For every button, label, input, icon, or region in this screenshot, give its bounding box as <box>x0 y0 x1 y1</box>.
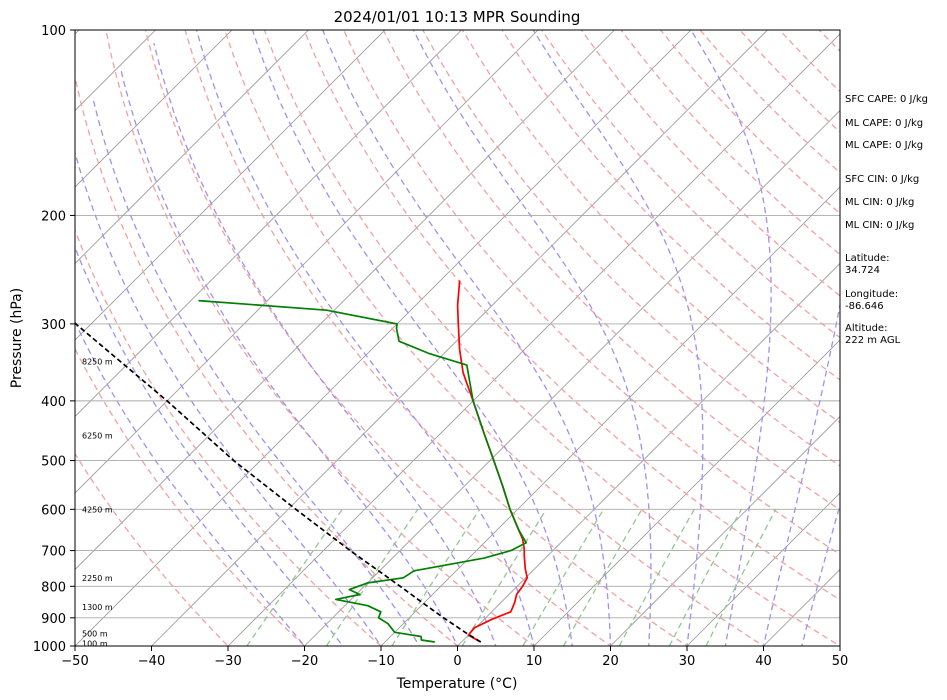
dry-adiabat-line <box>263 30 840 646</box>
profile-lines <box>75 280 529 643</box>
background-lines <box>75 30 840 646</box>
pressure-gridlines <box>75 30 840 646</box>
x-axis-ticks: −50 −40 −30 −20 −10 0 10 20 30 40 50 <box>61 646 848 669</box>
y-tick-label: 400 <box>41 395 66 410</box>
stat-ml-cape: ML CAPE: 0 J/kg <box>845 118 923 129</box>
x-axis-title: Temperature (°C) <box>396 676 518 692</box>
sounding-stats: SFC CAPE: 0 J/kg ML CAPE: 0 J/kg ML CAPE… <box>845 94 928 346</box>
mixing-ratio-line <box>562 508 643 646</box>
moist-adiabat-line <box>92 100 421 646</box>
isotherm-line <box>75 30 539 494</box>
isotherm-line <box>303 109 840 646</box>
x-tick-label: 40 <box>755 654 772 669</box>
y-tick-label: 800 <box>41 580 66 595</box>
moist-adiabat-line <box>532 30 704 646</box>
stat-sfc-cape: SFC CAPE: 0 J/kg <box>845 94 928 105</box>
stat-ml-cin-2: ML CIN: 0 J/kg <box>845 220 914 231</box>
moist-adiabat-line <box>75 320 306 646</box>
moist-adiabat-line <box>75 150 382 646</box>
dewpoint-profile <box>198 299 528 643</box>
mixing-ratio-line <box>668 509 742 646</box>
parcel-profile <box>75 322 482 643</box>
moist-adiabat-line <box>801 502 840 646</box>
y-tick-label: 100 <box>41 24 66 39</box>
latitude-value: 34.724 <box>845 265 880 276</box>
isotherm-line <box>533 339 840 646</box>
dry-adiabat-line <box>144 30 612 646</box>
isotherm-line <box>609 415 840 646</box>
stat-ml-cin: ML CIN: 0 J/kg <box>845 197 914 208</box>
dry-adiabat-line <box>343 30 840 556</box>
isotherm-line <box>75 30 692 646</box>
dry-adiabat-line <box>75 452 229 646</box>
x-tick-label: 20 <box>602 654 619 669</box>
x-tick-label: 30 <box>679 654 696 669</box>
x-tick-label: −30 <box>214 654 241 669</box>
x-tick-label: 0 <box>453 654 461 669</box>
longitude-value: -86.646 <box>845 301 884 312</box>
moist-adiabat-line <box>153 42 497 646</box>
x-tick-label: 10 <box>526 654 543 669</box>
mixing-ratio-line <box>705 509 777 646</box>
height-label: 500 m <box>82 630 108 639</box>
x-tick-label: −20 <box>291 654 318 669</box>
y-axis-ticks: 1000 900 800 700 600 500 400 300 200 100 <box>33 24 75 655</box>
height-label: 8250 m <box>82 357 113 366</box>
longitude-label: Longitude: <box>845 289 898 300</box>
dry-adiabat-line <box>105 30 536 646</box>
height-label: 6250 m <box>82 431 113 440</box>
dry-adiabat-line <box>184 30 689 646</box>
dry-adiabat-line <box>501 30 840 381</box>
height-label: 2250 m <box>82 574 113 583</box>
dry-adiabat-line <box>382 30 840 511</box>
y-tick-label: 600 <box>41 503 66 518</box>
x-tick-label: −10 <box>367 654 394 669</box>
dry-adiabat-line <box>75 347 306 646</box>
mixing-ratio-line <box>522 508 605 646</box>
dry-adiabat-line <box>422 30 840 467</box>
altitude-label: Altitude: <box>845 323 887 334</box>
stat-sfc-cin: SFC CIN: 0 J/kg <box>845 174 919 185</box>
x-tick-label: −50 <box>61 654 88 669</box>
isotherm-line <box>686 492 840 646</box>
x-tick-label: 50 <box>832 654 849 669</box>
y-tick-label: 200 <box>41 209 66 224</box>
isotherm-line <box>380 186 840 646</box>
moist-adiabat-line <box>322 30 612 646</box>
height-label: 4250 m <box>82 505 113 514</box>
stat-ml-cape-2: ML CAPE: 0 J/kg <box>845 140 923 151</box>
moist-adiabat-line <box>762 301 840 646</box>
altitude-value: 222 m AGL <box>845 335 901 346</box>
y-axis-title: Pressure (hPa) <box>9 288 25 388</box>
dry-adiabat-line <box>303 30 840 601</box>
isotherm-line <box>227 33 840 646</box>
y-tick-label: 700 <box>41 545 66 560</box>
y-tick-label: 500 <box>41 455 66 470</box>
dry-adiabat-line <box>75 228 382 646</box>
moist-adiabat-line <box>412 30 652 646</box>
chart-title: 2024/01/01 10:13 MPR Sounding <box>334 8 581 26</box>
isotherm-line <box>456 262 840 646</box>
mixing-ratio-line <box>618 508 695 646</box>
moist-adiabat-line <box>690 30 772 646</box>
height-label: 1300 m <box>82 603 113 612</box>
y-tick-label: 900 <box>41 612 66 627</box>
isotherm-line <box>75 30 386 341</box>
isotherm-line <box>75 30 616 571</box>
latitude-label: Latitude: <box>845 253 890 264</box>
height-label: 100 m <box>82 639 108 648</box>
dry-adiabat-line <box>224 30 765 646</box>
moist-adiabat-line <box>251 30 573 646</box>
isotherm-line <box>75 30 233 188</box>
moist-adiabat-line <box>195 30 535 646</box>
isotherm-line <box>75 30 310 265</box>
y-tick-label: 300 <box>41 318 66 333</box>
y-tick-label: 1000 <box>33 640 66 655</box>
dry-adiabat-line <box>461 30 840 424</box>
moist-adiabat-line <box>119 67 459 646</box>
x-tick-label: −40 <box>138 654 165 669</box>
